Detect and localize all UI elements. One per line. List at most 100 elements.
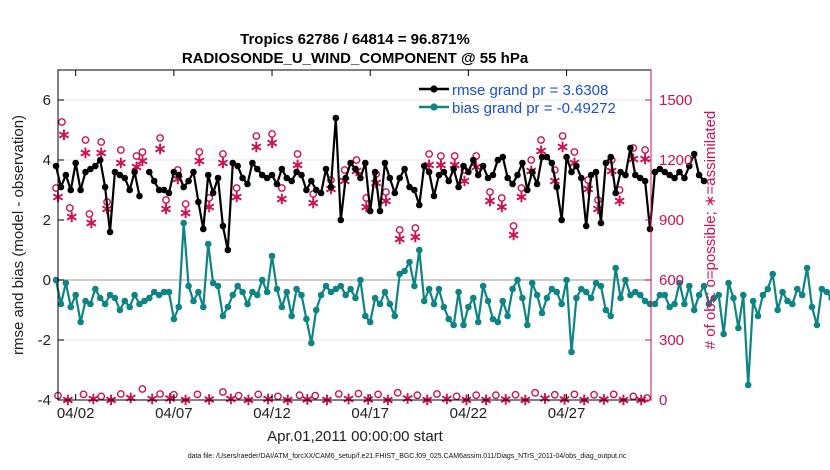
rmse-point-46 [278, 165, 286, 173]
bias-point-110 [592, 279, 600, 287]
bias-point-76 [425, 285, 433, 293]
rmse-point-1 [57, 183, 65, 191]
rmse-point-132 [700, 177, 708, 185]
obs-assimilated-low-marker-11: ∗ [281, 392, 294, 409]
obs-assimilated-marker-30: ∗ [409, 229, 422, 246]
rmse-point-36 [229, 159, 237, 167]
rmse-point-103 [558, 216, 565, 224]
x-tick-label-04/12: 04/12 [253, 405, 291, 422]
y-right-tick-label-0: 0 [659, 392, 667, 409]
rmse-point-91 [499, 153, 507, 161]
bias-point-7 [87, 300, 94, 308]
rmse-point-89 [489, 171, 497, 179]
rmse-point-111 [597, 219, 605, 227]
rmse-point-108 [582, 222, 590, 230]
rmse-point-92 [504, 174, 511, 182]
obs-possible-low-marker-9 [234, 391, 243, 400]
rmse-point-118 [631, 171, 639, 179]
bias-point-28 [190, 297, 197, 305]
rmse-point-67 [381, 159, 389, 167]
obs-assimilated-low-marker-29: ∗ [634, 392, 647, 409]
bias-point-89 [489, 315, 497, 323]
obs-assimilated-low-marker-3: ∗ [124, 390, 137, 407]
rmse-point-98 [533, 180, 541, 188]
bias-point-41 [254, 291, 261, 299]
rmse-point-40 [249, 159, 256, 167]
bias-point-1 [57, 300, 65, 308]
x-tick-label-04/17: 04/17 [351, 405, 389, 422]
bias-point-44 [268, 252, 276, 260]
rmse-point-119 [636, 174, 644, 182]
rmse-point-14 [121, 174, 129, 182]
bias-point-124 [661, 291, 669, 299]
y-axis-label-right: # of obs: o=possible; ∗=assimilated [702, 111, 719, 350]
y-left-tick-label-6: 6 [43, 92, 51, 109]
obs-possible-marker-19 [268, 130, 276, 138]
obs-possible-marker-32 [436, 152, 445, 160]
bias-point-77 [430, 300, 438, 308]
bias-point-25 [175, 303, 183, 311]
obs-possible-marker-39 [517, 184, 526, 192]
rmse-point-76 [425, 168, 433, 176]
bias-point-106 [573, 294, 580, 302]
rmse-point-47 [283, 174, 291, 182]
rmse-point-8 [92, 162, 99, 170]
obs-possible-low-marker-28 [609, 390, 618, 399]
legend-bias-label: bias grand pr = -0.49272 [452, 100, 616, 117]
bias-point-95 [519, 294, 526, 302]
bias-point-126 [671, 300, 678, 308]
chart-title-line2: RADIOSONDE_U_WIND_COMPONENT @ 55 hPa [182, 50, 529, 67]
rmse-point-107 [577, 174, 585, 182]
obs-assimilated-marker-37: ∗ [495, 199, 508, 216]
rmse-point-131 [695, 171, 703, 179]
rmse-point-19 [146, 168, 153, 176]
obs-assimilated-marker-2: ∗ [65, 209, 78, 226]
rmse-point-30 [200, 225, 207, 233]
obs-possible-low-marker-30 [643, 394, 651, 402]
obs-assimilated-marker-43: ∗ [556, 139, 569, 156]
bias-point-49 [293, 285, 300, 293]
rmse-point-73 [411, 186, 418, 194]
bias-point-82 [455, 288, 462, 296]
bias-point-21 [155, 291, 163, 299]
bias-point-72 [406, 258, 413, 266]
bias-point-130 [690, 306, 698, 314]
rmse-point-106 [573, 162, 580, 170]
rmse-point-78 [435, 171, 443, 179]
rmse-point-77 [430, 192, 438, 200]
rmse-point-29 [195, 198, 202, 206]
bias-point-78 [435, 285, 443, 293]
obs-possible-marker-25 [352, 156, 361, 164]
bias-point-20 [150, 288, 158, 296]
rmse-point-122 [651, 168, 659, 176]
obs-possible-marker-29 [395, 226, 404, 234]
bias-point-11 [106, 291, 114, 299]
bias-point-59 [342, 291, 349, 299]
bias-point-119 [636, 291, 644, 299]
bias-point-88 [484, 297, 492, 305]
bias-point-46 [278, 303, 286, 311]
rmse-point-125 [666, 171, 673, 179]
data-file-footer: data file: /Users/raeder/DAI/ATM_forcXX/… [188, 453, 627, 460]
rmse-point-13 [116, 171, 124, 179]
bias-point-142 [749, 297, 757, 305]
obs-possible-marker-50 [641, 146, 650, 154]
rmse-point-86 [474, 171, 482, 179]
rmse-point-16 [131, 168, 138, 176]
bias-point-149 [784, 297, 791, 305]
bias-point-86 [474, 318, 482, 326]
bias-point-99 [538, 309, 546, 317]
bias-point-91 [499, 297, 507, 305]
bias-point-55 [322, 282, 330, 290]
bias-point-87 [479, 282, 487, 290]
obs-possible-marker-17 [232, 184, 241, 192]
rmse-point-22 [160, 186, 168, 194]
obs-possible-low-marker-12 [295, 391, 304, 400]
y-left-tick-label-2: 2 [43, 212, 51, 229]
bias-point-138 [730, 294, 737, 302]
rmse-point-55 [322, 165, 330, 173]
obs-assimilated-marker-3: ∗ [79, 145, 92, 162]
bias-point-141 [744, 381, 752, 389]
legend-bias-marker [430, 103, 438, 111]
